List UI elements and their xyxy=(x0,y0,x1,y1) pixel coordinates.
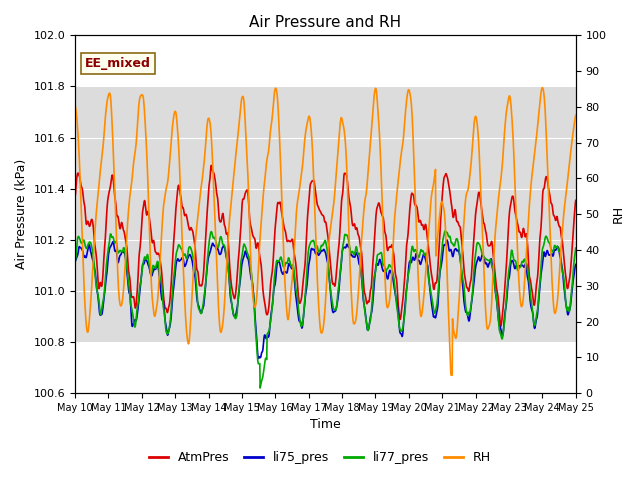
Text: EE_mixed: EE_mixed xyxy=(85,57,151,70)
Title: Air Pressure and RH: Air Pressure and RH xyxy=(250,15,401,30)
Y-axis label: RH: RH xyxy=(612,205,625,223)
X-axis label: Time: Time xyxy=(310,419,340,432)
Y-axis label: Air Pressure (kPa): Air Pressure (kPa) xyxy=(15,159,28,269)
Bar xyxy=(75,86,576,342)
Legend: AtmPres, li75_pres, li77_pres, RH: AtmPres, li75_pres, li77_pres, RH xyxy=(144,446,496,469)
